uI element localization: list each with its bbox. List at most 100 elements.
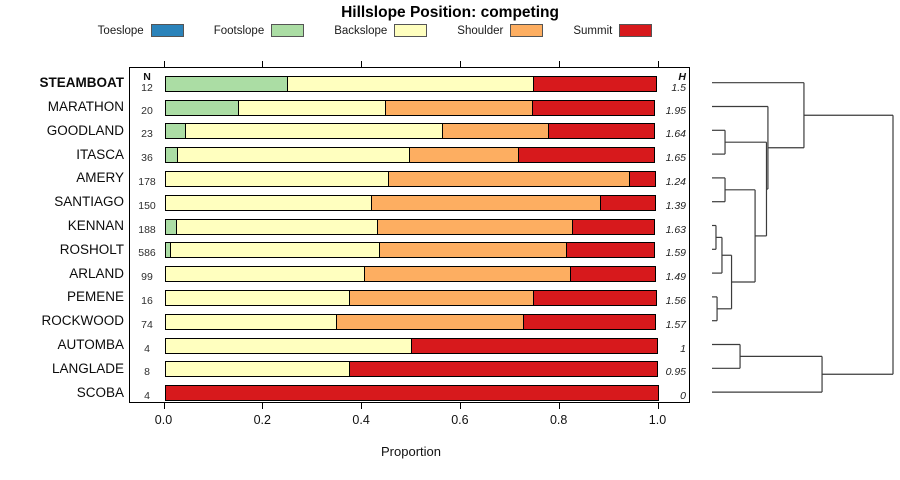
x-axis-title: Proportion	[381, 444, 441, 459]
h-value-amery: 1.24	[665, 175, 686, 188]
legend-swatch-backslope	[394, 24, 428, 37]
n-value-kennan: 188	[138, 223, 156, 236]
n-value-scoba: 4	[144, 390, 150, 403]
bar-segment-shoulder	[384, 99, 533, 116]
x-axis-tick-bottom	[558, 403, 560, 409]
x-axis-tick-label: 0.6	[451, 413, 469, 427]
h-value-scoba: 0	[680, 390, 686, 403]
legend-swatch-shoulder	[510, 24, 544, 37]
legend-label: Shoulder	[457, 24, 504, 37]
row-label-goodland: GOODLAND	[46, 122, 124, 138]
x-axis-tick-label: 0.4	[352, 413, 370, 427]
n-value-pemene: 16	[141, 294, 153, 307]
bar-segment-summit	[523, 313, 657, 330]
h-value-automba: 1	[680, 342, 686, 355]
stacked-bar-steamboat	[164, 75, 657, 92]
row-label-itasca: ITASCA	[76, 146, 124, 162]
plot-panel: N 12 H 1.5 20 1.95 23 1.64 36 1.65 178 1.24 150 1.39 1…	[129, 67, 690, 403]
bar-segment-shoulder	[363, 266, 572, 283]
h-value-marathon: 1.95	[665, 104, 686, 117]
legend-swatch-footslope	[271, 24, 305, 37]
stacked-bar-goodland	[164, 123, 656, 140]
x-axis-tick-label: 0.8	[549, 413, 568, 427]
row-label-arland: ARLAND	[69, 265, 124, 281]
bar-segment-shoulder	[388, 170, 631, 187]
bar-segment-footslope	[164, 123, 187, 140]
row-label-pemene: PEMENE	[66, 289, 124, 305]
row-label-santiago: SANTIAGO	[54, 194, 124, 210]
n-value-automba: 4	[144, 342, 150, 355]
bar-segment-summit	[548, 123, 656, 140]
bar-segment-backslope	[164, 289, 350, 306]
h-value-langlade: 0.95	[665, 366, 686, 379]
bar-segment-summit	[629, 170, 657, 187]
bar-segment-summit	[565, 242, 656, 259]
h-value-kennan: 1.63	[665, 223, 686, 236]
h-value-santiago: 1.39	[665, 199, 686, 212]
stacked-bar-automba	[164, 337, 658, 354]
bar-segment-shoulder	[442, 123, 550, 140]
bar-segment-summit	[410, 337, 658, 354]
stacked-bar-pemene	[164, 289, 657, 306]
row-label-amery: AMERY	[76, 170, 124, 186]
legend-label: Backslope	[334, 24, 388, 37]
row-label-rockwood: ROCKWOOD	[41, 313, 125, 329]
bar-segment-shoulder	[370, 194, 601, 211]
bar-segment-summit	[164, 385, 659, 402]
bar-segment-backslope	[164, 266, 365, 283]
x-axis-tick-bottom	[459, 403, 461, 409]
x-axis-tick-top	[657, 61, 659, 67]
bar-segment-shoulder	[336, 313, 525, 330]
legend-label: Footslope	[213, 24, 265, 37]
legend-item-shoulder: Shoulder	[457, 24, 544, 37]
x-axis-tick-bottom	[262, 403, 264, 409]
stacked-bar-scoba	[164, 385, 659, 402]
n-value-marathon: 20	[141, 104, 153, 117]
legend: Toeslope Footslope Backslope Shoulder Summit	[40, 24, 710, 37]
x-axis-tick-label: 1.0	[648, 413, 667, 427]
x-axis-tick-bottom	[361, 403, 363, 409]
bar-segment-backslope	[169, 242, 380, 259]
legend-label: Summit	[573, 24, 613, 37]
x-axis-tick-bottom	[657, 403, 659, 409]
legend-item-summit: Summit	[573, 24, 653, 37]
bar-segment-backslope	[175, 218, 379, 235]
bar-segment-summit	[348, 361, 658, 378]
n-value-santiago: 150	[138, 199, 156, 212]
x-axis-tick-top	[361, 61, 363, 67]
x-axis-tick-top	[459, 61, 461, 67]
bar-segment-summit	[531, 99, 656, 116]
bar-segment-shoulder	[348, 289, 534, 306]
stacked-bar-marathon	[164, 99, 656, 116]
stacked-bar-kennan	[164, 218, 656, 235]
h-column-header: H	[678, 70, 686, 83]
row-label-langlade: LANGLADE	[51, 360, 124, 376]
bar-segment-footslope	[164, 99, 239, 116]
bar-segment-backslope	[237, 99, 386, 116]
bar-segment-summit	[599, 194, 657, 211]
h-value-steamboat: H 1.5	[671, 70, 686, 95]
h-value-itasca: 1.65	[665, 152, 686, 165]
bar-segment-summit	[518, 147, 656, 164]
legend-item-footslope: Footslope	[214, 24, 305, 37]
x-axis-tick-top	[262, 61, 264, 67]
h-value-pemene: 1.56	[665, 294, 686, 307]
stacked-bar-rosholt	[164, 242, 656, 259]
stacked-bar-amery	[164, 170, 657, 187]
bar-segment-summit	[571, 218, 656, 235]
bar-segment-footslope	[164, 75, 288, 92]
row-label-automba: AUTOMBA	[57, 337, 124, 352]
n-value-rosholt: 586	[138, 247, 156, 260]
legend-item-backslope: Backslope	[334, 24, 428, 37]
legend-item-toeslope: Toeslope	[98, 24, 184, 37]
bar-segment-backslope	[287, 75, 534, 92]
bar-segment-backslope	[164, 337, 412, 354]
legend-swatch-summit	[619, 24, 653, 37]
stacked-bar-itasca	[164, 147, 656, 164]
bar-segment-summit	[533, 75, 657, 92]
chart-title: Hillslope Position: competing	[341, 4, 559, 21]
bar-segment-backslope	[185, 123, 444, 140]
bar-segment-summit	[533, 289, 657, 306]
row-label-steamboat: STEAMBOAT	[39, 75, 125, 91]
